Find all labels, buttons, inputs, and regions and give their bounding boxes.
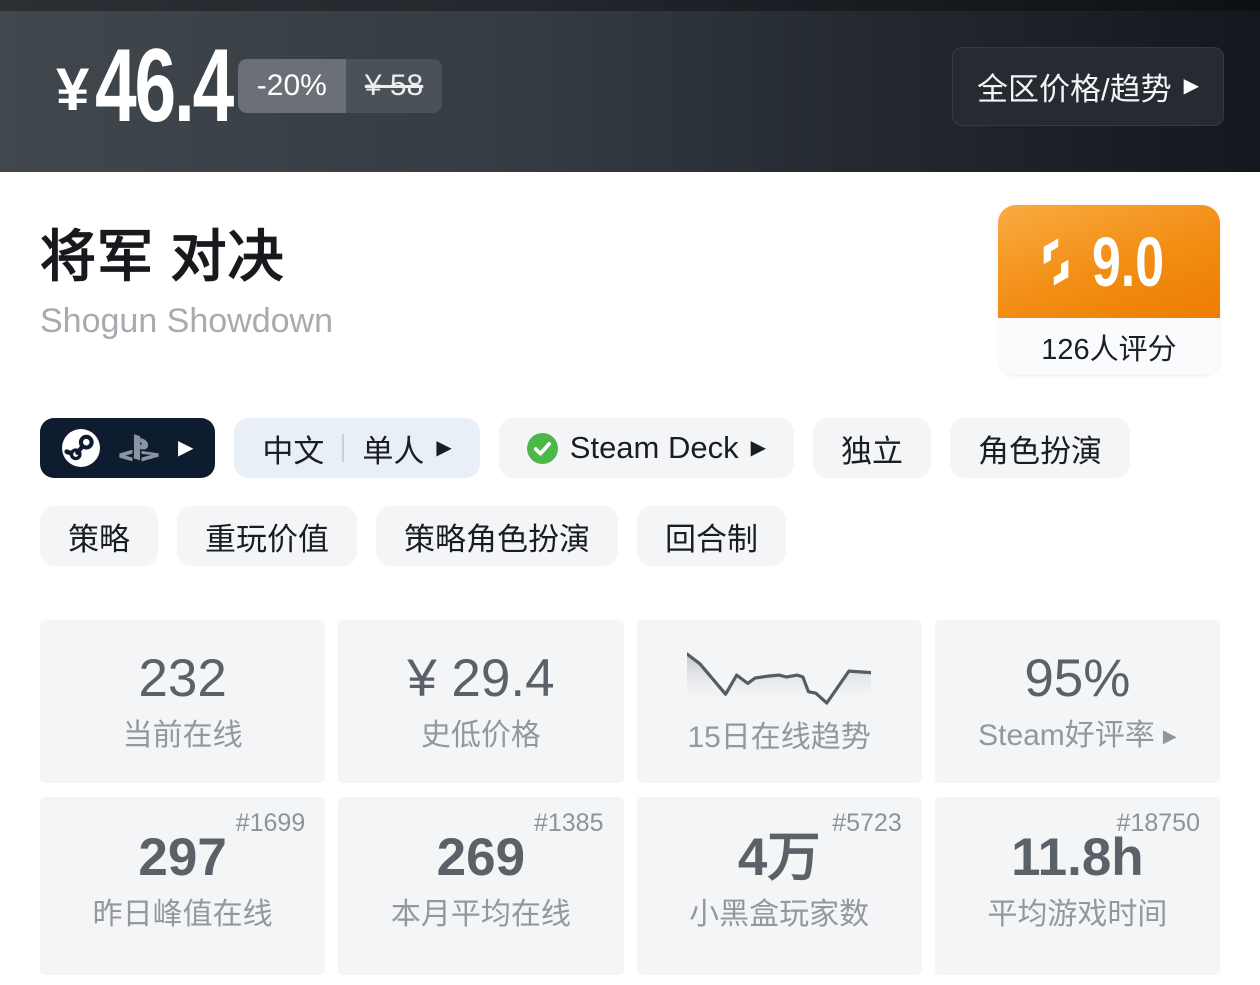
chevron-right-icon: ▶ xyxy=(1183,75,1199,97)
divider xyxy=(342,434,345,462)
discount-badge: -20% ¥ 58 xyxy=(237,59,443,113)
stats-row-1: 232 当前在线 ¥ 29.4 史低价格 xyxy=(40,620,1220,783)
tag-strategy-rpg-label: 策略角色扮演 xyxy=(404,521,590,557)
online-trend-sparkline xyxy=(687,650,872,707)
stat-label: 平均游戏时间 xyxy=(987,897,1168,931)
stat-label: 小黑盒玩家数 xyxy=(689,897,870,931)
original-price: ¥ 58 xyxy=(345,59,443,113)
steam-deck-label: Steam Deck xyxy=(569,430,739,465)
tag-strategy-label: 策略 xyxy=(68,521,130,557)
tag-replay-value[interactable]: 重玩价值 xyxy=(177,506,357,566)
tag-strategy[interactable]: 策略 xyxy=(40,506,158,566)
genre-tag-row: 策略 重玩价值 策略角色扮演 回合制 xyxy=(40,506,1220,566)
stat-label: 史低价格 xyxy=(420,719,541,752)
chevron-right-icon: ▶ xyxy=(436,437,452,459)
stat-monthly-average: #1385 269 本月平均在线 xyxy=(338,797,624,975)
main-content: 将军 对决 Shogun Showdown 9.0 126人评分 xyxy=(0,172,1260,975)
stat-value: 4万 xyxy=(737,827,821,887)
tag-rpg-label: 角色扮演 xyxy=(978,433,1103,469)
stat-label: 15日在线趋势 xyxy=(687,721,871,754)
tag-turn-based[interactable]: 回合制 xyxy=(637,506,786,566)
stat-label: Steam好评率 ▶ xyxy=(978,721,1177,751)
title-row: 将军 对决 Shogun Showdown 9.0 126人评分 xyxy=(40,172,1220,375)
language-mode-tag[interactable]: 中文 单人 ▶ xyxy=(234,418,480,478)
region-price-trend-button[interactable]: 全区价格/趋势 ▶ xyxy=(951,46,1224,126)
tag-turn-based-label: 回合制 xyxy=(665,521,758,557)
stat-value: 95% xyxy=(1024,649,1131,708)
stat-value: ¥ 29.4 xyxy=(407,649,555,708)
stat-label: 昨日峰值在线 xyxy=(92,897,273,931)
stat-heybox-players: #5723 4万 小黑盒玩家数 xyxy=(636,797,922,975)
steam-deck-tag[interactable]: Steam Deck ▶ xyxy=(498,418,795,478)
rating-score-panel: 9.0 xyxy=(998,205,1220,318)
language-label: 中文 xyxy=(262,433,325,469)
stat-average-playtime: #18750 11.8h 平均游戏时间 xyxy=(934,797,1220,975)
tag-replay-value-label: 重玩价值 xyxy=(205,521,329,557)
stat-value: 297 xyxy=(138,827,227,887)
heybox-logo-icon xyxy=(1044,237,1069,286)
stat-rank: #5723 xyxy=(832,809,902,837)
tag-indie[interactable]: 独立 xyxy=(813,418,932,478)
stat-online-trend[interactable]: 15日在线趋势 xyxy=(636,620,922,783)
chevron-right-icon: ▶ xyxy=(1162,726,1177,746)
stat-label-text: Steam好评率 xyxy=(978,719,1155,752)
game-title: 将军 对决 xyxy=(40,225,285,288)
stat-historical-low-price: ¥ 29.4 史低价格 xyxy=(338,620,624,783)
stats-row-2: #1699 297 昨日峰值在线 #1385 269 本月平均在线 #5723 … xyxy=(40,797,1220,975)
tag-rpg[interactable]: 角色扮演 xyxy=(950,418,1131,478)
playstation-icon xyxy=(119,434,159,462)
chevron-right-icon: ▶ xyxy=(178,437,194,459)
platforms-tag[interactable]: ▶ xyxy=(40,418,216,478)
price-header: ¥ 46.4 -20% ¥ 58 全区价格/趋势 ▶ xyxy=(0,0,1260,172)
title-block: 将军 对决 Shogun Showdown xyxy=(40,172,333,338)
stat-current-online: 232 当前在线 xyxy=(40,620,326,783)
mode-label: 单人 xyxy=(362,433,425,469)
stat-value: 269 xyxy=(436,827,526,887)
stat-rank: #1699 xyxy=(235,809,306,837)
tag-strategy-rpg[interactable]: 策略角色扮演 xyxy=(376,506,618,566)
platform-tag-row: ▶ 中文 单人 ▶ Steam Deck ▶ 独立 角色扮演 xyxy=(40,418,1220,478)
rating-votes: 126人评分 xyxy=(998,318,1220,375)
header-top-shade xyxy=(0,0,1260,11)
region-price-trend-label: 全区价格/趋势 xyxy=(976,71,1172,107)
rating-badge[interactable]: 9.0 126人评分 xyxy=(998,205,1220,375)
stat-value: 232 xyxy=(138,649,227,708)
stat-label: 本月平均在线 xyxy=(390,897,571,931)
discount-percent: -20% xyxy=(237,59,346,113)
current-price: ¥ 46.4 xyxy=(56,34,286,138)
price-value: 46.4 xyxy=(95,28,234,144)
check-circle-icon xyxy=(526,432,558,464)
rating-score: 9.0 xyxy=(1092,222,1165,301)
tag-indie-label: 独立 xyxy=(841,433,904,469)
game-title-en: Shogun Showdown xyxy=(40,301,334,340)
stat-rank: #1385 xyxy=(533,809,604,837)
stat-value: 11.8h xyxy=(1011,827,1144,887)
stat-label: 当前在线 xyxy=(122,719,243,752)
stat-steam-positive-rate[interactable]: 95% Steam好评率 ▶ xyxy=(934,620,1220,783)
sparkline-chart xyxy=(687,651,872,707)
stat-rank: #18750 xyxy=(1116,809,1200,837)
chevron-right-icon: ▶ xyxy=(750,437,767,459)
currency-symbol: ¥ xyxy=(56,55,90,123)
stat-yesterday-peak: #1699 297 昨日峰值在线 xyxy=(40,797,326,975)
steam-icon xyxy=(62,429,100,467)
